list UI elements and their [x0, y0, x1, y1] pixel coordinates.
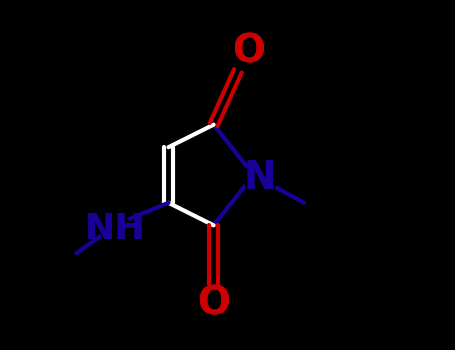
Text: N: N — [244, 160, 277, 197]
Text: O: O — [197, 285, 230, 322]
Text: NH: NH — [84, 212, 145, 246]
Text: O: O — [197, 285, 230, 322]
Text: O: O — [232, 33, 265, 71]
Text: NH: NH — [84, 212, 145, 246]
Text: N: N — [244, 160, 277, 197]
Text: O: O — [232, 33, 265, 71]
